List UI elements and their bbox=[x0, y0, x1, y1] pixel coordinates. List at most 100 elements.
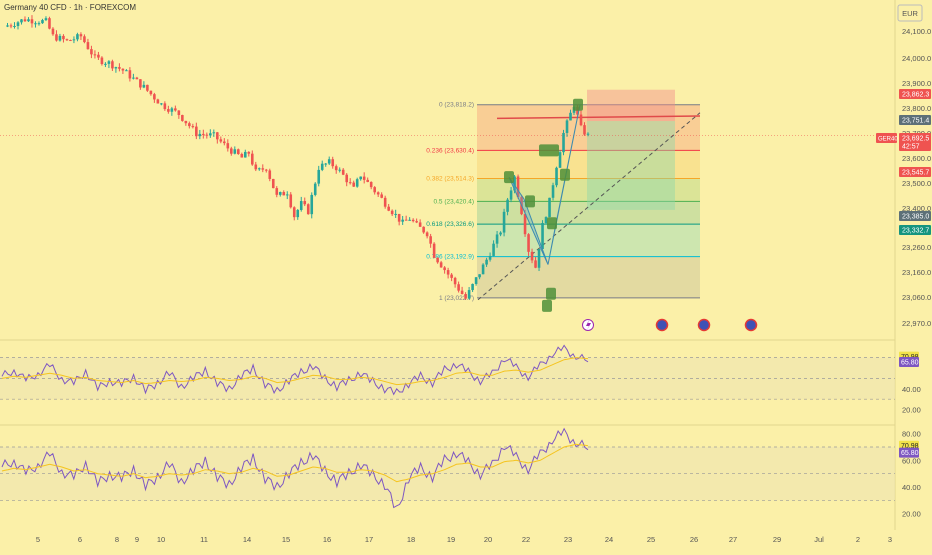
candle-body bbox=[411, 219, 415, 222]
harmonic-pattern[interactable] bbox=[504, 98, 583, 312]
price-tick-label: 23,060.0 bbox=[902, 293, 931, 302]
currency-button[interactable]: EUR bbox=[897, 4, 923, 22]
ticker-tag-label: GER40 bbox=[878, 137, 898, 143]
time-tick-label: 3 bbox=[888, 535, 892, 544]
price-tick-label: 23,900.0 bbox=[902, 79, 931, 88]
candle-body bbox=[16, 22, 20, 26]
candle-body bbox=[418, 222, 422, 227]
price-axis[interactable]: 24,100.024,000.023,900.023,800.023,700.0… bbox=[902, 27, 931, 328]
price-tag bbox=[899, 133, 931, 151]
candle-body bbox=[569, 112, 572, 121]
candle-body bbox=[446, 270, 450, 275]
candle-body bbox=[558, 152, 562, 168]
candle-body bbox=[551, 185, 555, 198]
candle-body bbox=[93, 54, 97, 56]
candle-body bbox=[397, 213, 401, 222]
candle-body bbox=[422, 226, 425, 233]
fib-label-0.236: 0.236 (23,630.4) bbox=[426, 147, 474, 154]
candle-body bbox=[76, 34, 79, 40]
price-tick-label: 23,400.0 bbox=[902, 204, 931, 213]
price-tag-label: 23,862.3 bbox=[902, 92, 929, 99]
candle-body bbox=[219, 139, 223, 142]
time-tick-label: 11 bbox=[200, 535, 208, 544]
candle-body bbox=[285, 194, 289, 196]
time-tick-label: 5 bbox=[36, 535, 40, 544]
candle-body bbox=[436, 257, 439, 263]
rsi-badge-label: 65.80 bbox=[901, 450, 919, 457]
candle-body bbox=[555, 167, 558, 186]
price-tick-label: 22,970.0 bbox=[902, 319, 931, 328]
candle-body bbox=[453, 277, 457, 285]
trend-line-red bbox=[496, 115, 701, 120]
time-tick-label: 2 bbox=[856, 535, 860, 544]
candle-body bbox=[289, 194, 293, 208]
currency-label: EUR bbox=[902, 9, 918, 18]
rsi-badge bbox=[899, 356, 919, 367]
candle-body bbox=[292, 207, 296, 218]
fib-label-0.786: 0.786 (23,192.9) bbox=[426, 254, 474, 261]
candle-body bbox=[146, 84, 149, 91]
candle-body bbox=[69, 40, 72, 42]
candle-body bbox=[243, 151, 247, 158]
candle-body bbox=[83, 36, 86, 43]
price-tick-label: 24,100.0 bbox=[902, 27, 931, 36]
time-tick-label: 27 bbox=[729, 535, 737, 544]
candle-body bbox=[79, 34, 83, 37]
position-tool[interactable] bbox=[0, 89, 895, 301]
candle-body bbox=[282, 192, 286, 196]
candle-body bbox=[254, 164, 258, 170]
candle-body bbox=[366, 179, 369, 182]
candle-body bbox=[513, 176, 516, 191]
price-tag-label: 23,332.7 bbox=[902, 228, 929, 235]
pattern-point-g bbox=[547, 217, 557, 230]
candle-body bbox=[369, 181, 373, 188]
fib-zone-0.236 bbox=[477, 104, 700, 151]
candle-body bbox=[338, 169, 342, 171]
target-zone bbox=[587, 121, 675, 210]
candle-body bbox=[257, 168, 261, 170]
candle-body bbox=[111, 61, 114, 69]
candle-body bbox=[530, 251, 534, 261]
candle-body bbox=[348, 182, 352, 184]
time-tick-label: 22 bbox=[522, 535, 530, 544]
candle-body bbox=[264, 169, 268, 171]
candle-body bbox=[404, 219, 408, 221]
candle-body bbox=[240, 153, 244, 158]
fib-zone-0.382 bbox=[477, 150, 700, 179]
pattern-point-b bbox=[504, 171, 514, 184]
candle-body bbox=[202, 133, 205, 135]
ticker-tag bbox=[876, 133, 897, 143]
price-tick-label: 23,260.0 bbox=[902, 243, 931, 252]
candle-body bbox=[160, 103, 163, 105]
candle-body bbox=[65, 39, 69, 41]
candle-body bbox=[23, 19, 27, 22]
time-tick-label: 10 bbox=[157, 535, 165, 544]
candle-body bbox=[6, 25, 9, 27]
economic-event-icon-3 bbox=[744, 318, 758, 332]
time-tick-label: 16 bbox=[323, 535, 331, 544]
pattern-point-e bbox=[546, 287, 556, 300]
candle-body bbox=[97, 54, 100, 58]
pattern-point-c bbox=[560, 168, 570, 181]
rsi-badge-label: 65.80 bbox=[901, 359, 919, 366]
price-tag bbox=[899, 211, 931, 221]
candle-body bbox=[135, 77, 139, 80]
fib-label-0: 0 (23,818.2) bbox=[439, 102, 474, 109]
price-tag-label: 23,692.5 bbox=[902, 136, 929, 143]
candle-body bbox=[177, 110, 181, 116]
candle-body bbox=[299, 201, 303, 210]
candle-body bbox=[334, 166, 338, 171]
rsi-axis-label: 20.00 bbox=[902, 510, 921, 519]
time-axis[interactable]: 5 6 8 9 10 11 14 15 16 17 18 19 20 22 23 24 25 26 27 29 Jul 2… bbox=[36, 535, 892, 544]
price-panel-bg bbox=[0, 0, 895, 340]
time-tick-label: 25 bbox=[647, 535, 655, 544]
rsi-ma-line bbox=[1, 443, 589, 483]
candle-body bbox=[90, 49, 93, 55]
economic-event-icon-2 bbox=[697, 318, 711, 332]
candle-body bbox=[278, 192, 282, 195]
candle-body bbox=[247, 151, 251, 154]
candle-body bbox=[352, 182, 356, 187]
event-markers[interactable] bbox=[582, 318, 758, 332]
